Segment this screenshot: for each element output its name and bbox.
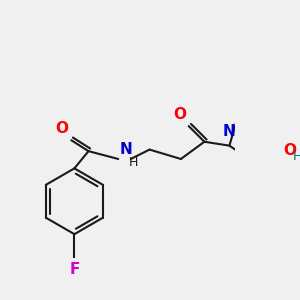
Text: O: O: [55, 121, 68, 136]
Text: H: H: [292, 151, 300, 164]
Text: O: O: [283, 143, 296, 158]
Text: N: N: [120, 142, 133, 157]
Text: O: O: [173, 107, 186, 122]
Polygon shape: [238, 115, 264, 146]
Text: N: N: [223, 124, 236, 140]
Text: F: F: [69, 262, 80, 277]
Text: H: H: [129, 156, 139, 169]
